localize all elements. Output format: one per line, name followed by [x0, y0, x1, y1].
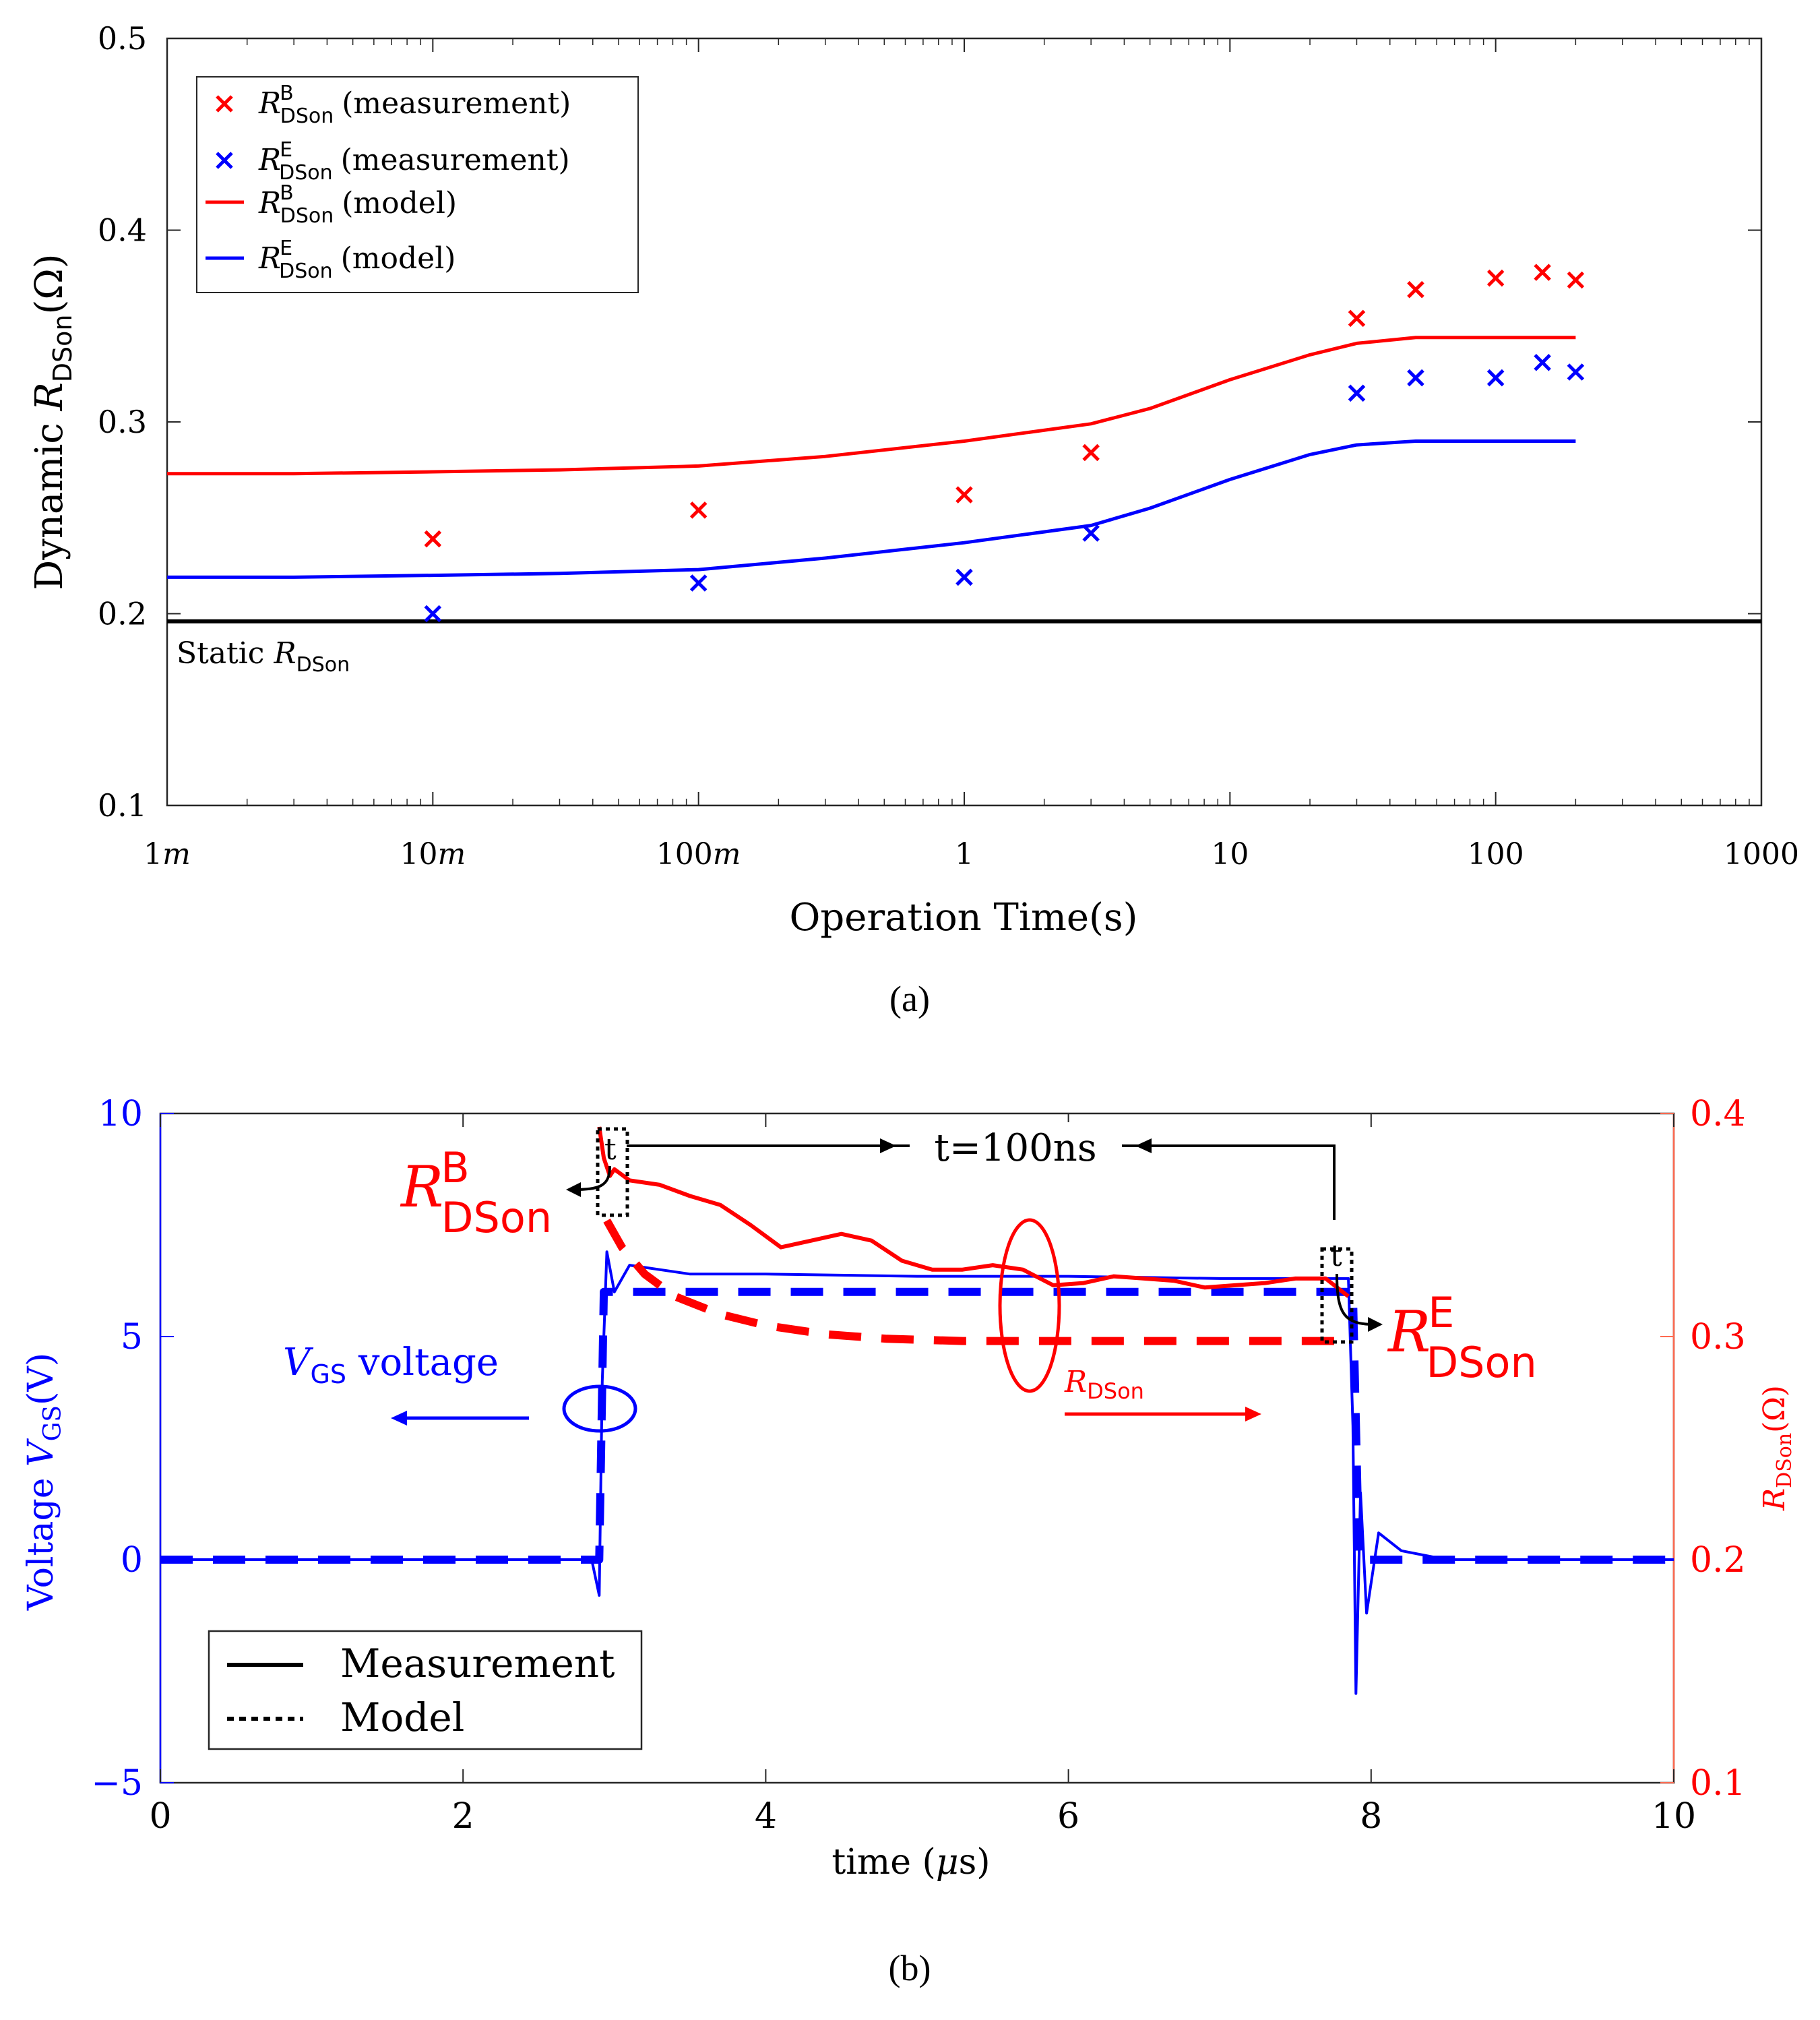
chart-a-x-axis-label: Operation Time(s)	[790, 896, 1138, 940]
chart-b-right-y-axis-label: RDSon(Ω)	[1757, 1385, 1796, 1511]
measurement-marker	[1486, 269, 1505, 287]
caption-a: (a)	[889, 979, 930, 1019]
t-window-end	[1320, 1247, 1354, 1344]
chart-a-y-axis-label: Dynamic RDSon(Ω)	[28, 253, 77, 590]
series-line-3	[603, 1218, 1349, 1345]
measurement-marker	[689, 501, 708, 519]
rb-dson-label: RB DSon	[400, 1143, 552, 1242]
x-tick-label: 1000	[1724, 837, 1799, 871]
chart-a-legend: RB DSon (measurement) RE DSon (measurement) …	[196, 76, 639, 293]
x-tick-label: 2	[452, 1796, 474, 1837]
measurement-marker	[1348, 384, 1366, 402]
measurement-marker	[1082, 524, 1100, 542]
right-y-tick-label: 0.3	[1690, 1317, 1746, 1357]
svg-text:Model: Model	[340, 1694, 464, 1740]
chart-b-left-y-axis-label: Voltage VGS(V)	[21, 1353, 67, 1611]
t-end-arrow	[1336, 1273, 1375, 1326]
static-rdson-label: Static RDSon	[177, 636, 350, 677]
chart-a-y-tick-labels: 0.1 0.2 0.3 0.4 0.5	[98, 20, 147, 824]
measurement-marker	[1348, 309, 1366, 328]
legend-measurement: Measurement	[227, 1641, 615, 1686]
t-start-label: t	[604, 1132, 617, 1167]
chart-b-right-tick-labels: 0.1 0.2 0.3 0.4	[1690, 1094, 1746, 1804]
x-tick-label: 4	[755, 1796, 777, 1837]
measurement-marker	[424, 605, 442, 623]
t-end-label: t	[1330, 1239, 1342, 1273]
chart-b-x-tick-labels: 0 2 4 6 8 10	[149, 1796, 1696, 1837]
left-y-tick-label: −5	[91, 1763, 143, 1804]
measurement-marker	[1534, 354, 1551, 371]
measurement-marker	[1082, 443, 1100, 462]
svg-text:Measurement: Measurement	[340, 1641, 615, 1686]
right-y-tick-label: 0.4	[1690, 1094, 1746, 1134]
chart-a: 1m 10m 100m 1 10 100 1000 0.1 0.2 0.3 0.4 0.5 Stat…	[28, 20, 1799, 1019]
t-window-start	[596, 1127, 629, 1217]
chart-a-x-tick-labels: 1m 10m 100m 1 10 100 1000	[144, 837, 1799, 871]
right-y-tick-label: 0.1	[1690, 1763, 1746, 1804]
x-tick-label: 6	[1057, 1796, 1079, 1837]
x-tick-label: 10m	[400, 837, 466, 871]
series-line-1	[160, 1287, 1674, 1564]
measurement-marker	[689, 574, 708, 592]
chart-b-series	[160, 1126, 1674, 1695]
left-y-tick-label: 5	[121, 1317, 143, 1357]
y-tick-label: 0.5	[98, 20, 147, 57]
vgs-callout-ellipse	[562, 1384, 637, 1433]
x-tick-label: 10	[1211, 837, 1249, 871]
rdson-callout-ellipse	[998, 1218, 1061, 1393]
y-tick-label: 0.1	[98, 787, 147, 824]
chart-a-ticks	[166, 38, 1762, 806]
chart-b-annotations: t t t=100ns RB DSon RE DSon VGS voltage	[283, 1122, 1537, 1433]
re-dson-label: RE DSon	[1387, 1288, 1537, 1387]
y-tick-label: 0.2	[98, 596, 147, 632]
legend-model: Model	[227, 1694, 464, 1740]
x-tick-label: 10	[1652, 1796, 1696, 1837]
legend-rb-measurement: RB DSon (measurement)	[216, 82, 571, 128]
x-tick-label: 100m	[656, 837, 741, 871]
left-y-tick-label: 10	[98, 1094, 143, 1134]
chart-b-left-tick-labels: −5 0 5 10	[91, 1094, 143, 1804]
x-tick-label: 8	[1360, 1796, 1382, 1837]
model-line-3	[167, 439, 1576, 579]
model-line-2	[167, 336, 1576, 476]
series-line-2	[597, 1126, 1350, 1298]
y-tick-label: 0.3	[98, 404, 147, 440]
measurement-marker	[1534, 264, 1551, 281]
y-tick-label: 0.4	[98, 212, 147, 249]
legend-re-model: RE DSon (model)	[206, 237, 456, 283]
left-y-tick-label: 0	[121, 1540, 143, 1581]
legend-re-measurement: RE DSon (measurement)	[216, 138, 570, 185]
chart-b-ticks	[160, 1113, 1674, 1783]
measurement-marker	[1486, 369, 1505, 387]
x-tick-label: 100	[1468, 837, 1524, 871]
rdson-arrow-head	[1245, 1407, 1261, 1421]
measurement-marker	[955, 486, 973, 503]
t-100ns-label: t=100ns	[934, 1126, 1096, 1170]
rdson-arrow-label: RDSon	[1064, 1365, 1144, 1404]
measurement-marker	[955, 568, 973, 586]
x-tick-label: 1m	[144, 837, 191, 871]
vgs-arrow-head	[391, 1411, 407, 1426]
chart-b-x-axis-label: time (μs)	[831, 1842, 990, 1883]
x-tick-label: 1	[955, 837, 974, 871]
measurement-marker	[1567, 363, 1585, 381]
chart-b-legend: Measurement Model	[208, 1630, 643, 1750]
chart-a-series	[167, 264, 1585, 623]
measurement-marker	[1407, 369, 1424, 387]
measurement-marker	[1407, 280, 1424, 299]
vgs-voltage-label: VGS voltage	[283, 1341, 499, 1389]
caption-b: (b)	[889, 1948, 931, 1988]
x-tick-label: 0	[149, 1796, 171, 1837]
right-y-tick-label: 0.2	[1690, 1540, 1746, 1581]
measurement-marker	[1567, 271, 1585, 289]
measurement-marker	[424, 530, 442, 548]
legend-rb-model: RB DSon (model)	[206, 181, 457, 228]
